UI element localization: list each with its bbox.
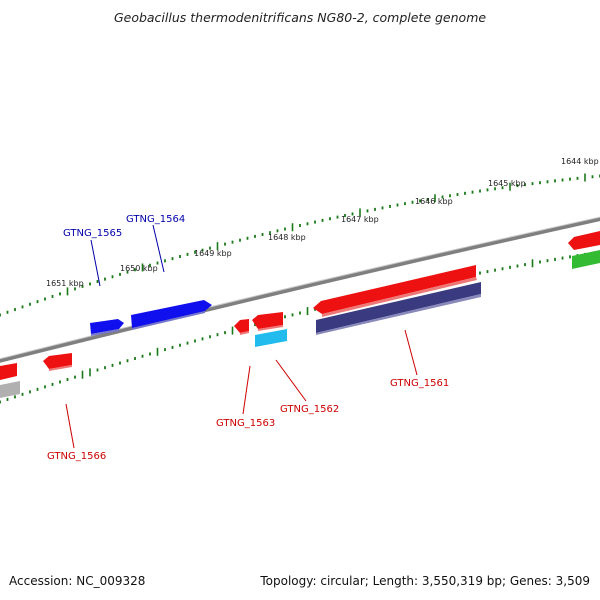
gene-gtng-1561[interactable]: [316, 282, 481, 333]
label-gtng-1562[interactable]: GTNG_1562: [280, 404, 339, 415]
gene-gtng-1561-red[interactable]: [313, 265, 476, 314]
gene-gtng-1561-red-shade: [322, 277, 477, 317]
gene-gtng-1561-shade: [316, 294, 481, 335]
tick-ring-inner: [0, 250, 600, 404]
map-title: Geobacillus thermodenitrificans NG80-2, …: [113, 10, 487, 25]
genome-summary-text: Topology: circular; Length: 3,550,319 bp…: [260, 574, 590, 588]
scale-label-1644: 1644 kbp: [561, 157, 599, 166]
leader-gtng-1566: [65, 403, 75, 449]
leader-gtng-1564: [152, 224, 165, 273]
gene-left-gray[interactable]: [0, 381, 20, 398]
gene-right-green[interactable]: [572, 250, 600, 269]
label-gtng-1566[interactable]: GTNG_1566: [47, 451, 106, 462]
scale-label-1645: 1645 kbp: [488, 179, 526, 188]
gene-gtng-1562[interactable]: [255, 329, 287, 347]
gene-gtng-1566[interactable]: [43, 353, 72, 369]
scale-label-1651: 1651 kbp: [46, 279, 84, 288]
leader-lines: [65, 224, 418, 449]
label-gtng-1561[interactable]: GTNG_1561: [390, 378, 449, 389]
gene-right-red[interactable]: [568, 231, 600, 250]
scale-label-1650: 1650 kbp: [120, 264, 158, 273]
leader-gtng-1561: [404, 329, 418, 376]
label-gtng-1565[interactable]: GTNG_1565: [63, 228, 122, 239]
gene-labels: GTNG_1565 GTNG_1564 GTNG_1563 GTNG_1562 …: [47, 214, 449, 462]
scale-label-1647: 1647 kbp: [341, 215, 379, 224]
label-gtng-1564[interactable]: GTNG_1564: [126, 214, 185, 225]
gene-gtng-1563-shade: [240, 331, 249, 335]
forward-genes: [90, 250, 600, 336]
leader-gtng-1562: [275, 359, 307, 402]
leader-gtng-1565: [90, 239, 101, 287]
gene-gtng-1565[interactable]: [90, 319, 124, 334]
label-gtng-1563[interactable]: GTNG_1563: [216, 418, 275, 429]
gene-gtng-1564[interactable]: [131, 300, 212, 328]
gene-left-red[interactable]: [0, 363, 17, 380]
gene-gtng-1564-shade: [132, 311, 205, 330]
gene-gtng-1562-upper[interactable]: [252, 312, 283, 329]
scale-labels: 1644 kbp 1645 kbp 1646 kbp 1647 kbp 1648…: [46, 157, 599, 288]
scale-label-1646: 1646 kbp: [415, 197, 453, 206]
genome-backbone-highlight: [0, 216, 600, 360]
gene-gtng-1566-shade: [49, 365, 72, 371]
gene-gtng-1565-shade: [91, 329, 119, 336]
leader-gtng-1563: [242, 365, 251, 415]
genome-backbone: [0, 217, 600, 363]
scale-label-1649: 1649 kbp: [194, 249, 232, 258]
reverse-genes: [0, 231, 600, 398]
scale-label-1648: 1648 kbp: [268, 233, 306, 242]
accession-text: Accession: NC_009328: [9, 574, 146, 588]
gene-gtng-1562-upper-shade: [258, 325, 283, 331]
tick-ring-outer: [0, 173, 600, 317]
gene-gtng-1563[interactable]: [234, 319, 249, 333]
